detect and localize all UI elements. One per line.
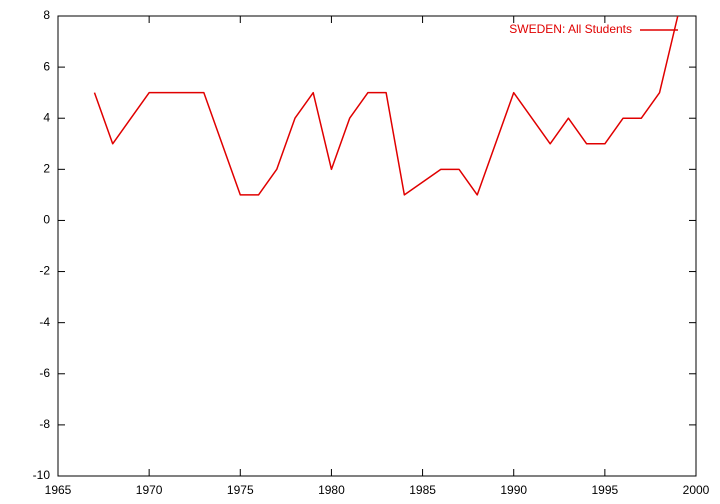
- x-tick-label: 1990: [500, 483, 527, 497]
- y-tick-label: -4: [39, 315, 50, 329]
- x-tick-label: 1980: [318, 483, 345, 497]
- y-tick-label: -2: [39, 264, 50, 278]
- x-tick-label: 1965: [45, 483, 72, 497]
- x-tick-label: 1995: [592, 483, 619, 497]
- y-tick-label: -6: [39, 366, 50, 380]
- y-tick-label: 0: [43, 213, 50, 227]
- data-line: [93, 15, 679, 196]
- y-tick-label: 8: [43, 8, 50, 22]
- y-tick-label: 4: [43, 110, 50, 124]
- x-tick-label: 1985: [409, 483, 436, 497]
- x-tick-label: 1975: [227, 483, 254, 497]
- y-tick-label: 6: [43, 59, 50, 73]
- x-tick-label: 2000: [683, 483, 710, 497]
- y-tick-label: 2: [43, 162, 50, 176]
- y-tick-label: -10: [33, 468, 51, 482]
- x-tick-label: 1970: [136, 483, 163, 497]
- plot-frame: [57, 15, 697, 477]
- legend-label: SWEDEN: All Students: [509, 22, 632, 36]
- y-tick-label: -8: [39, 417, 50, 431]
